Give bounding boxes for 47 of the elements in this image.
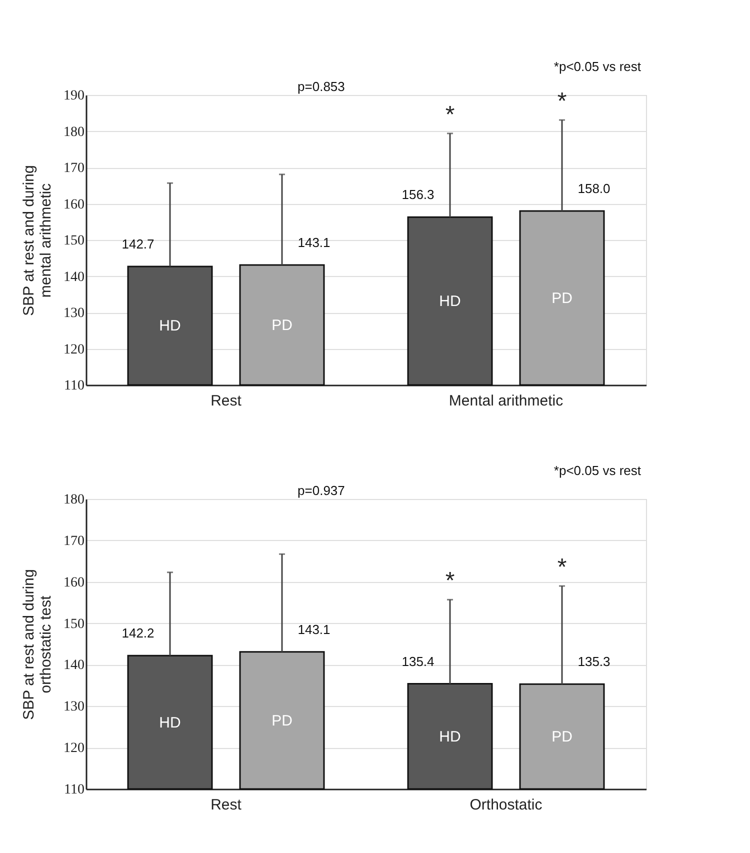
data-label: 156.3 (402, 187, 434, 202)
annotation: * (557, 88, 567, 116)
series-label: PD (272, 317, 293, 334)
text: p=0.937 (298, 483, 345, 498)
text: *p<0.05 vs rest (554, 463, 642, 478)
text: HD (439, 293, 461, 310)
x-tick-label: Mental arithmetic (448, 392, 564, 410)
annotation: * (557, 554, 567, 581)
y-tick-label: 110 (64, 782, 84, 798)
y-tick-label: 160 (64, 575, 84, 590)
y-axis-title: SBP at rest and during mental arithmetic (20, 165, 54, 316)
data-label: 142.7 (122, 236, 154, 252)
y-tick-label: 190 (64, 88, 84, 104)
y-tick-label: 140 (64, 270, 84, 285)
y-tick-label: 150 (64, 616, 84, 632)
series-label: HD (159, 714, 181, 732)
data-label: 135.3 (578, 654, 610, 670)
x-tick-label: Orthostatic (470, 796, 543, 814)
annotation: * (445, 101, 455, 128)
text: p=0.853 (298, 79, 345, 94)
y-tick-label: 160 (64, 197, 84, 212)
data-label: 158.0 (578, 181, 610, 196)
series-label: PD (272, 712, 293, 730)
text: PD (552, 290, 572, 307)
text: HD (439, 728, 461, 746)
x-tick-label: Rest (210, 392, 242, 410)
annotation: * (445, 568, 455, 595)
y-tick-label: 140 (64, 658, 84, 674)
data-label: 143.1 (298, 235, 330, 250)
y-tick-label: 110 (64, 378, 84, 394)
y-tick-label: 170 (64, 534, 84, 549)
series-label: HD (159, 318, 181, 335)
text: PD (552, 728, 572, 746)
y-tick-label: 180 (64, 124, 84, 140)
y-tick-label: 120 (64, 342, 84, 358)
y-axis-title: SBP at rest and during orthostatic test (20, 569, 54, 720)
x-tick-label: Rest (210, 796, 242, 814)
data-label: 135.4 (402, 654, 434, 669)
y-tick-label: 130 (64, 700, 84, 715)
text: *p<0.05 vs rest (554, 59, 642, 74)
y-tick-label: 170 (64, 161, 84, 176)
y-tick-label: 180 (64, 492, 84, 508)
data-label: 142.2 (122, 626, 154, 641)
y-tick-label: 150 (64, 234, 84, 248)
data-label: 143.1 (298, 622, 330, 637)
y-tick-label: 130 (64, 306, 84, 321)
y-tick-label: 120 (64, 741, 84, 756)
